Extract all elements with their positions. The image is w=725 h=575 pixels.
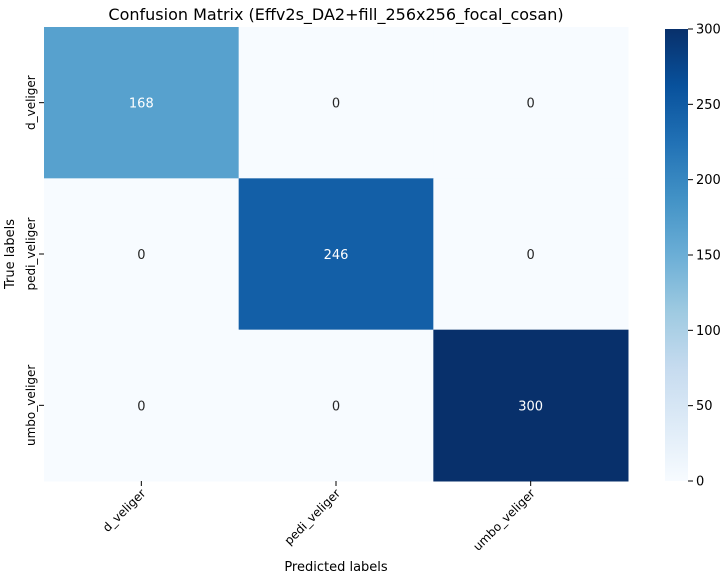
- heatmap-cell: [44, 329, 240, 482]
- y-tick-label: umbo_veliger: [24, 365, 38, 446]
- heatmap-cell: [433, 178, 629, 331]
- colorbar-tick-label: 250: [696, 98, 721, 113]
- heatmap-cell: [238, 178, 434, 331]
- x-axis-ticks: d_veliger pedi_veliger umbo_veliger: [100, 481, 538, 554]
- x-tick-label: d_veliger: [100, 486, 149, 535]
- colorbar-tick-label: 200: [696, 173, 721, 188]
- x-axis-label: Predicted labels: [284, 560, 388, 575]
- cell-annotation: 0: [527, 97, 535, 112]
- x-tick-label: umbo_veliger: [470, 486, 537, 553]
- cell-annotation: 168: [129, 97, 154, 112]
- colorbar-tick-label: 50: [696, 399, 713, 414]
- y-axis-label: True labels: [3, 219, 18, 290]
- cell-annotation: 0: [332, 399, 340, 414]
- heatmap-cell: [238, 329, 434, 482]
- y-tick-label: pedi_veliger: [24, 217, 38, 290]
- cell-annotation: 246: [324, 248, 349, 263]
- colorbar: [665, 29, 688, 481]
- colorbar-tick-label: 150: [696, 249, 721, 264]
- y-axis-ticks: d_veliger pedi_veliger umbo_veliger: [24, 75, 44, 446]
- cell-annotation: 0: [137, 248, 145, 263]
- colorbar-ticks: 0 50 100 150 200 250 300: [688, 23, 721, 490]
- heatmap-cells: [44, 27, 629, 482]
- heatmap-cell: [433, 27, 629, 179]
- heatmap-cell: [433, 329, 629, 482]
- cell-annotation: 0: [527, 248, 535, 263]
- colorbar-tick-label: 300: [696, 23, 721, 38]
- x-tick-label: pedi_veliger: [282, 486, 344, 548]
- heatmap-cell: [238, 27, 434, 179]
- cell-annotation: 0: [332, 97, 340, 112]
- colorbar-tick-label: 100: [696, 324, 721, 339]
- y-tick-label: d_veliger: [24, 75, 38, 130]
- heatmap-cell: [44, 27, 240, 179]
- cell-annotation: 0: [137, 399, 145, 414]
- cell-annotations: 168 0 0 0 246 0 0 0 300: [129, 97, 543, 415]
- colorbar-tick-label: 0: [696, 475, 704, 490]
- cell-annotation: 300: [518, 399, 543, 414]
- chart-title: Confusion Matrix (Effv2s_DA2+fill_256x25…: [108, 5, 563, 25]
- heatmap-cell: [44, 178, 240, 331]
